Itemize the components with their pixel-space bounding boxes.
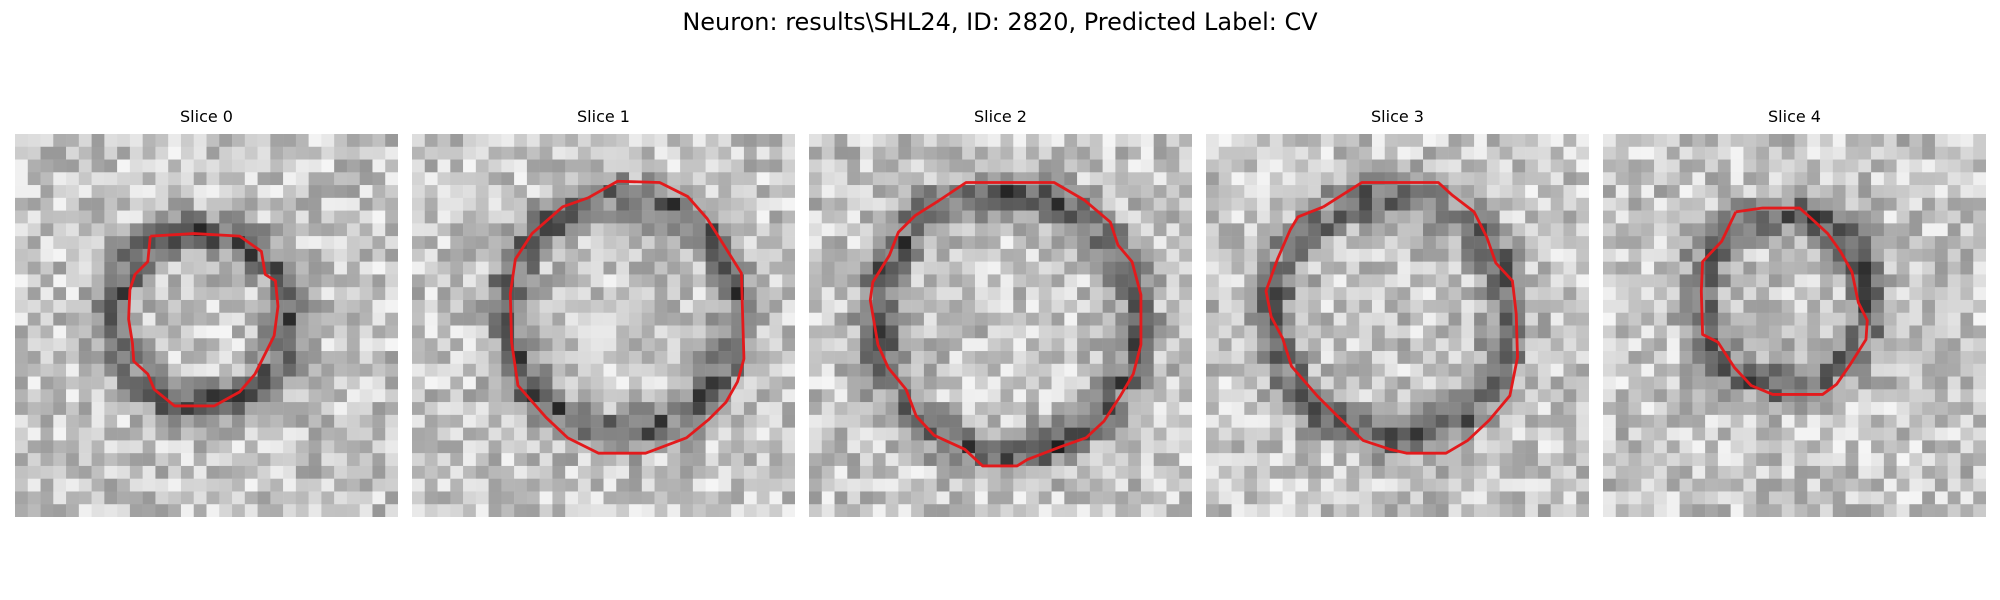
grayscale-pixel-grid [15,134,398,517]
grayscale-pixel-grid [809,134,1192,517]
slice-panel-3: Slice 3 [1206,106,1589,517]
neuron-contour [508,179,746,455]
slice-image-4 [1603,134,1986,517]
slice-image-3 [1206,134,1589,517]
slice-title-4: Slice 4 [1768,107,1821,126]
slice-panel-4: Slice 4 [1603,106,1986,517]
neuron-contour [1264,181,1519,455]
grayscale-pixel-grid [1603,134,1986,517]
neuron-contour [1699,206,1869,396]
figure-title: Neuron: results\SHL24, ID: 2820, Predict… [682,8,1318,36]
slice-image-2 [809,134,1192,517]
grayscale-pixel-grid [412,134,795,517]
neuron-contour [868,181,1143,468]
neuron-contour [127,232,280,408]
slice-panel-0: Slice 0 [15,106,398,517]
slice-title-0: Slice 0 [180,107,233,126]
slice-title-3: Slice 3 [1371,107,1424,126]
slice-image-0 [15,134,398,517]
slice-title-2: Slice 2 [974,107,1027,126]
slice-panel-1: Slice 1 [412,106,795,517]
slice-image-1 [412,134,795,517]
grayscale-pixel-grid [1206,134,1589,517]
slice-title-1: Slice 1 [577,107,630,126]
slice-panel-2: Slice 2 [809,106,1192,517]
